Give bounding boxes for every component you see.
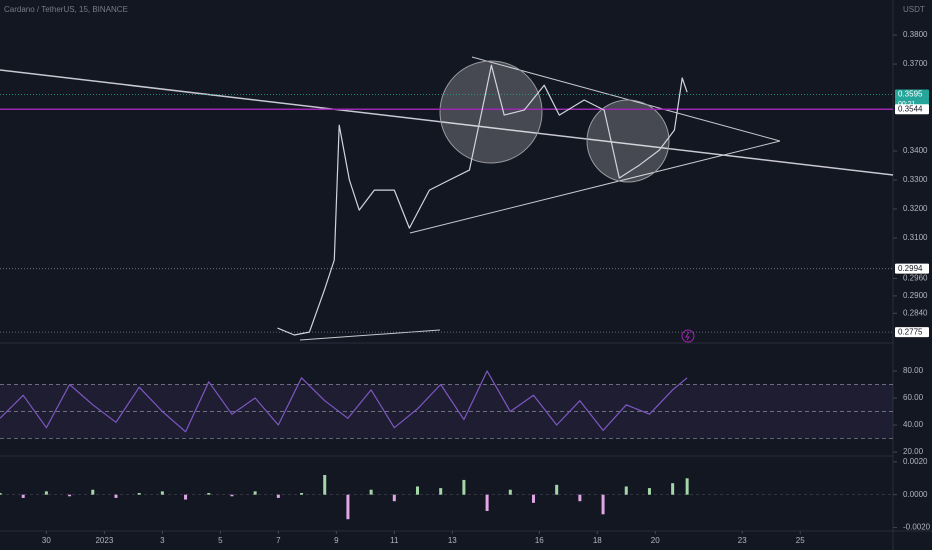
y-tick-label: 0.3300 bbox=[903, 175, 928, 184]
histogram-bar bbox=[0, 493, 2, 495]
x-tick-label: 23 bbox=[738, 536, 747, 545]
histogram-bar bbox=[21, 494, 25, 498]
y-tick-label: 0.3100 bbox=[903, 233, 928, 242]
histogram-bar bbox=[253, 491, 257, 495]
currency-label: USDT bbox=[903, 5, 925, 14]
x-tick-label: 25 bbox=[796, 536, 805, 545]
x-tick-label: 18 bbox=[593, 536, 602, 545]
histogram-bar bbox=[114, 494, 118, 498]
y-tick-label: 0.3400 bbox=[903, 146, 928, 155]
histogram-bar bbox=[416, 486, 420, 495]
histogram-bar bbox=[68, 494, 72, 497]
highlight-circle bbox=[439, 60, 543, 164]
price-label: 0.3595 bbox=[898, 90, 923, 99]
histogram-bar bbox=[624, 486, 628, 495]
price-label: 0.2775 bbox=[898, 327, 923, 336]
y-tick-label: 0.3800 bbox=[903, 30, 928, 39]
x-tick-label: 30 bbox=[42, 536, 51, 545]
histogram-bar bbox=[44, 491, 48, 495]
histogram-bar bbox=[137, 493, 141, 495]
x-tick-label: 9 bbox=[334, 536, 339, 545]
x-tick-label: 5 bbox=[218, 536, 223, 545]
y-tick-label: 20.00 bbox=[903, 447, 924, 456]
event-icon[interactable] bbox=[681, 329, 695, 343]
histogram-bar bbox=[207, 493, 211, 495]
histogram-bar bbox=[346, 494, 350, 520]
histogram-bar bbox=[671, 483, 675, 495]
y-tick-label: 0.0000 bbox=[903, 490, 928, 499]
price-label-bg bbox=[895, 89, 929, 100]
price-label: 0.2994 bbox=[898, 264, 923, 273]
histogram-bar bbox=[685, 478, 689, 495]
histogram-bar bbox=[439, 488, 443, 495]
histogram-bar bbox=[601, 494, 605, 515]
series-line bbox=[0, 370, 688, 433]
y-tick-label: 0.3200 bbox=[903, 204, 928, 213]
y-tick-label: -0.0020 bbox=[903, 522, 931, 531]
triangle-line bbox=[471, 56, 781, 142]
histogram-bar bbox=[508, 489, 512, 495]
price-label-bg bbox=[895, 104, 929, 115]
histogram-bar bbox=[184, 494, 188, 500]
histogram-bar bbox=[555, 484, 559, 495]
histogram-bar bbox=[300, 493, 304, 495]
histogram-bar bbox=[531, 494, 535, 503]
histogram-bar bbox=[230, 494, 234, 497]
y-tick-label: 40.00 bbox=[903, 420, 924, 429]
x-tick-label: 20 bbox=[651, 536, 660, 545]
y-tick-label: 80.00 bbox=[903, 366, 924, 375]
histogram-bar bbox=[276, 494, 280, 498]
histogram-bar bbox=[462, 479, 466, 495]
histogram-bar bbox=[323, 475, 327, 495]
price-label: 0.3544 bbox=[898, 104, 923, 113]
x-tick-label: 16 bbox=[535, 536, 544, 545]
trendline bbox=[0, 69, 894, 176]
histogram-bar bbox=[578, 494, 582, 502]
event-icon-bolt bbox=[685, 331, 690, 341]
y-tick-label: 60.00 bbox=[903, 393, 924, 402]
x-tick-label: 11 bbox=[390, 536, 399, 545]
x-tick-label: 3 bbox=[160, 536, 165, 545]
highlight-circle bbox=[586, 99, 670, 183]
y-tick-label: 0.2960 bbox=[903, 274, 928, 283]
x-tick-label: 13 bbox=[448, 536, 457, 545]
histogram-bar bbox=[485, 494, 489, 512]
price-label-bg bbox=[895, 327, 929, 338]
triangle-line bbox=[409, 140, 781, 234]
histogram-bar bbox=[160, 491, 164, 495]
histogram-bar bbox=[392, 494, 396, 502]
x-tick-label: 7 bbox=[276, 536, 281, 545]
y-tick-label: 0.0020 bbox=[903, 457, 928, 466]
histogram-bar bbox=[369, 489, 373, 495]
chart-title: Cardano / TetherUS, 15, BINANCE bbox=[4, 5, 128, 14]
histogram-bar bbox=[647, 488, 651, 495]
y-tick-label: 0.3700 bbox=[903, 59, 928, 68]
x-tick-label: 2023 bbox=[95, 536, 113, 545]
countdown-bg bbox=[895, 99, 929, 109]
trendline bbox=[299, 329, 441, 341]
y-tick-label: 0.2840 bbox=[903, 308, 928, 317]
price-label-bg bbox=[895, 263, 929, 274]
y-tick-label: 0.2900 bbox=[903, 291, 928, 300]
histogram-bar bbox=[91, 489, 95, 495]
series-line bbox=[277, 64, 688, 336]
